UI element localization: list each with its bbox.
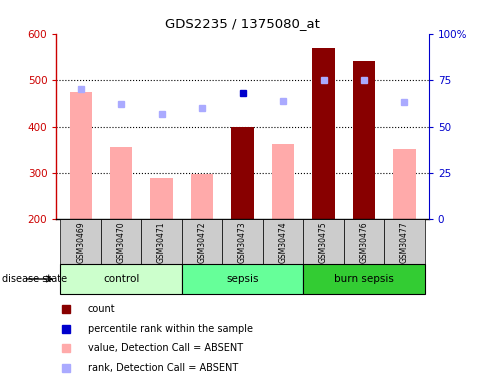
- Text: GSM30477: GSM30477: [400, 221, 409, 262]
- Text: GSM30473: GSM30473: [238, 221, 247, 262]
- Bar: [191, 174, 213, 219]
- Text: count: count: [88, 304, 116, 314]
- Bar: [263, 219, 303, 264]
- Bar: [344, 219, 384, 264]
- Bar: [353, 61, 375, 219]
- Bar: [182, 264, 303, 294]
- Bar: [231, 127, 254, 219]
- Bar: [182, 219, 222, 264]
- Bar: [222, 219, 263, 264]
- Bar: [141, 219, 182, 264]
- Text: sepsis: sepsis: [226, 274, 259, 284]
- Text: GSM30475: GSM30475: [319, 221, 328, 262]
- Text: GSM30471: GSM30471: [157, 221, 166, 262]
- Bar: [60, 219, 101, 264]
- Text: GSM30476: GSM30476: [360, 221, 368, 262]
- Text: GSM30470: GSM30470: [117, 221, 125, 262]
- Text: burn sepsis: burn sepsis: [334, 274, 394, 284]
- Bar: [150, 178, 172, 219]
- Text: disease state: disease state: [2, 274, 68, 284]
- Text: GSM30474: GSM30474: [278, 221, 288, 262]
- Bar: [70, 92, 92, 219]
- Text: percentile rank within the sample: percentile rank within the sample: [88, 324, 253, 333]
- Text: rank, Detection Call = ABSENT: rank, Detection Call = ABSENT: [88, 363, 238, 372]
- Bar: [101, 219, 141, 264]
- Bar: [393, 149, 416, 219]
- Text: GSM30469: GSM30469: [76, 221, 85, 262]
- Bar: [384, 219, 425, 264]
- Text: GSM30472: GSM30472: [197, 221, 207, 262]
- Bar: [110, 147, 132, 219]
- Bar: [272, 144, 294, 219]
- Title: GDS2235 / 1375080_at: GDS2235 / 1375080_at: [165, 17, 320, 30]
- Bar: [313, 48, 335, 219]
- Text: value, Detection Call = ABSENT: value, Detection Call = ABSENT: [88, 343, 243, 353]
- Text: control: control: [103, 274, 139, 284]
- Bar: [303, 264, 425, 294]
- Bar: [303, 219, 344, 264]
- Bar: [60, 264, 182, 294]
